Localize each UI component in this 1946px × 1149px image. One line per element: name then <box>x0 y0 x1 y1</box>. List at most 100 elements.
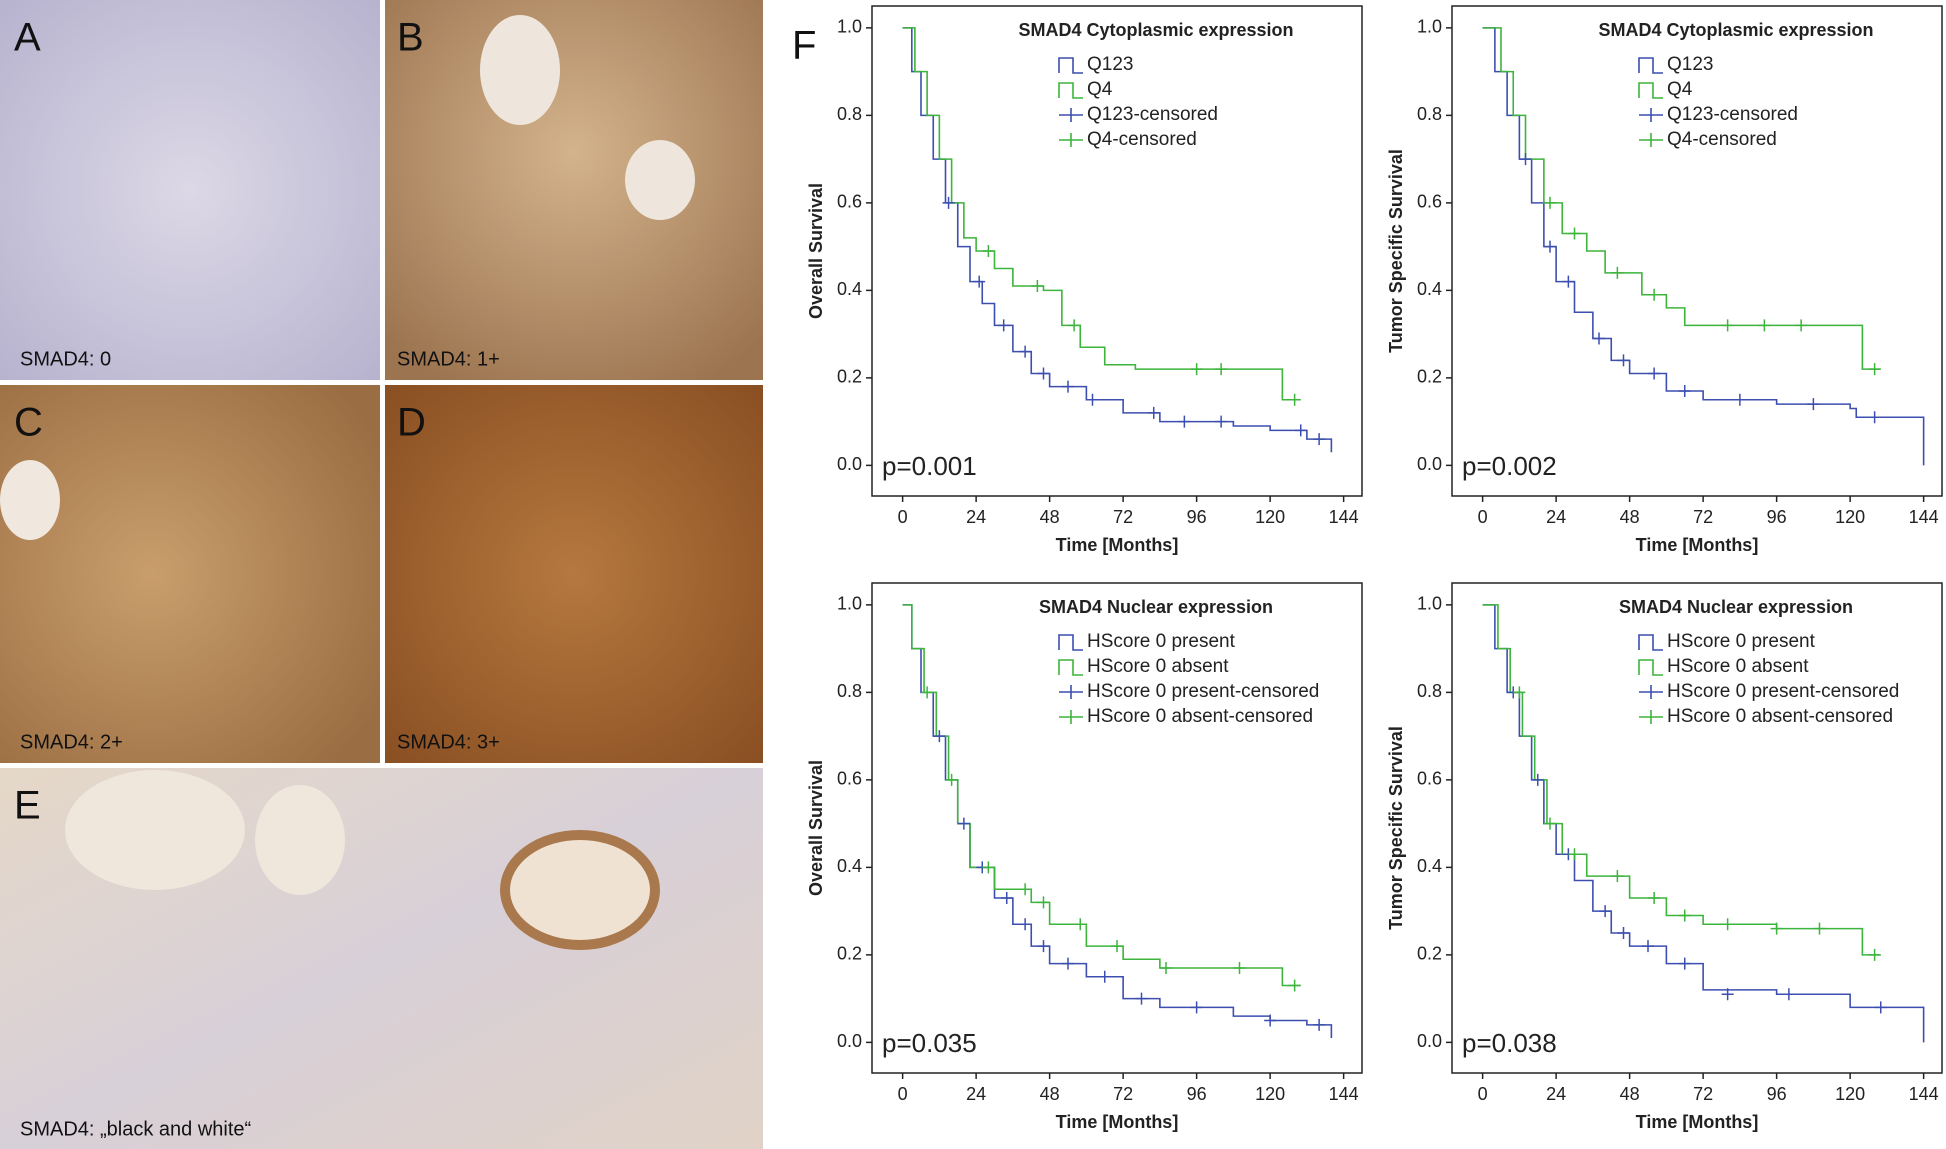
tissue-lumen <box>0 460 60 540</box>
legend-title: SMAD4 Nuclear expression <box>1619 597 1853 617</box>
censor-mark <box>1111 940 1123 953</box>
censor-mark <box>1782 988 1795 1001</box>
censor-mark <box>1648 892 1661 904</box>
x-tick-label: 72 <box>1693 507 1713 527</box>
censor-mark <box>1868 411 1881 424</box>
y-tick-label: 0.6 <box>1417 192 1442 212</box>
legend-swatch <box>1059 133 1083 147</box>
censor-mark <box>1611 266 1624 279</box>
censor-mark <box>1019 345 1032 358</box>
censor-mark <box>1294 424 1307 437</box>
censor-mark <box>1037 367 1050 380</box>
plot-frame <box>1451 582 1943 1074</box>
y-tick-label: 0.6 <box>837 192 862 212</box>
censor-mark <box>1648 367 1661 380</box>
y-tick-label: 0.4 <box>837 856 862 876</box>
y-tick-label: 0.4 <box>1417 279 1442 299</box>
censor-mark <box>1678 909 1691 922</box>
censor-mark <box>1178 415 1191 428</box>
y-axis-title: Tumor Specific Survival <box>1386 149 1406 353</box>
y-tick-label: 0.2 <box>837 367 862 387</box>
tissue-lumen <box>65 770 245 890</box>
tissue-lumen <box>500 830 660 950</box>
censor-mark <box>1086 393 1099 406</box>
censor-mark <box>1544 240 1556 253</box>
x-tick-label: 144 <box>1909 1084 1939 1104</box>
y-tick-label: 0.6 <box>1417 769 1442 789</box>
legend-label: Q123-censored <box>1667 104 1798 125</box>
censor-mark <box>1721 988 1734 1001</box>
censor-mark <box>1135 992 1148 1005</box>
legend-swatch <box>1058 659 1083 676</box>
censor-mark <box>957 817 970 830</box>
x-tick-label: 24 <box>966 1084 986 1104</box>
legend-label: HScore 0 absent <box>1087 656 1229 677</box>
x-tick-label: 96 <box>1767 1084 1787 1104</box>
censor-mark <box>1544 196 1556 209</box>
x-tick-label: 72 <box>1693 1084 1713 1104</box>
y-tick-label: 0.6 <box>837 769 862 789</box>
panel-caption: SMAD4: 0 <box>20 348 111 370</box>
censor-mark <box>1519 153 1532 166</box>
legend-title: SMAD4 Cytoplasmic expression <box>1018 20 1293 40</box>
censor-mark <box>1568 227 1581 240</box>
x-tick-label: 96 <box>1767 507 1787 527</box>
censor-mark <box>1313 433 1326 446</box>
censor-mark <box>1807 398 1820 411</box>
y-tick-label: 1.0 <box>837 17 862 37</box>
censor-mark <box>1019 883 1032 896</box>
legend-label: HScore 0 present <box>1087 631 1236 652</box>
censor-mark <box>1593 332 1605 345</box>
y-tick-label: 0.8 <box>1417 104 1442 124</box>
y-tick-label: 0.0 <box>1417 454 1442 474</box>
legend-label: HScore 0 present-censored <box>1667 681 1899 702</box>
censor-mark <box>1874 1001 1887 1014</box>
censor-mark <box>1617 354 1630 367</box>
y-tick-label: 0.8 <box>837 681 862 701</box>
x-tick-label: 24 <box>966 507 986 527</box>
legend-label: HScore 0 absent-censored <box>1087 706 1313 727</box>
y-tick-label: 0.2 <box>1417 367 1442 387</box>
micrograph <box>385 0 763 380</box>
legend-swatch <box>1638 82 1663 99</box>
censor-mark <box>1098 970 1111 983</box>
x-tick-label: 120 <box>1255 507 1285 527</box>
panel-caption: SMAD4: 2+ <box>20 731 123 753</box>
censor-mark <box>1215 415 1228 428</box>
legend-swatch <box>1058 82 1083 99</box>
legend-label: Q123-censored <box>1087 104 1218 125</box>
micrograph <box>385 385 763 763</box>
x-tick-label: 48 <box>1620 507 1640 527</box>
censor-mark <box>1160 962 1172 974</box>
censor-mark <box>1562 275 1575 288</box>
censor-mark <box>1758 319 1771 332</box>
tissue-lumen <box>625 140 695 220</box>
x-tick-label: 144 <box>1909 507 1939 527</box>
censor-mark <box>1721 319 1734 332</box>
survival-curve <box>1482 27 1881 370</box>
y-tick-label: 0.2 <box>1417 944 1442 964</box>
y-tick-label: 0.4 <box>1417 856 1442 876</box>
censor-mark <box>1037 896 1050 909</box>
censor-mark <box>921 686 934 699</box>
y-tick-label: 0.8 <box>837 104 862 124</box>
legend-label: HScore 0 present <box>1667 631 1816 652</box>
censor-mark <box>1288 979 1301 992</box>
legend-label: Q4 <box>1667 79 1693 100</box>
censor-mark <box>1068 319 1081 332</box>
censor-mark <box>1313 1018 1326 1031</box>
legend-title: SMAD4 Cytoplasmic expression <box>1598 20 1873 40</box>
panel-letter: F <box>792 24 816 68</box>
censor-mark <box>982 245 995 257</box>
censor-mark <box>1062 380 1074 393</box>
micrograph <box>0 0 380 380</box>
plot-frame <box>871 5 1363 497</box>
censor-mark <box>1642 940 1654 953</box>
censor-mark <box>1648 288 1661 301</box>
legend-swatch <box>1639 710 1663 724</box>
censor-mark <box>1147 406 1160 419</box>
p-value: p=0.038 <box>1462 1028 1557 1058</box>
panel-letter: E <box>14 784 41 828</box>
